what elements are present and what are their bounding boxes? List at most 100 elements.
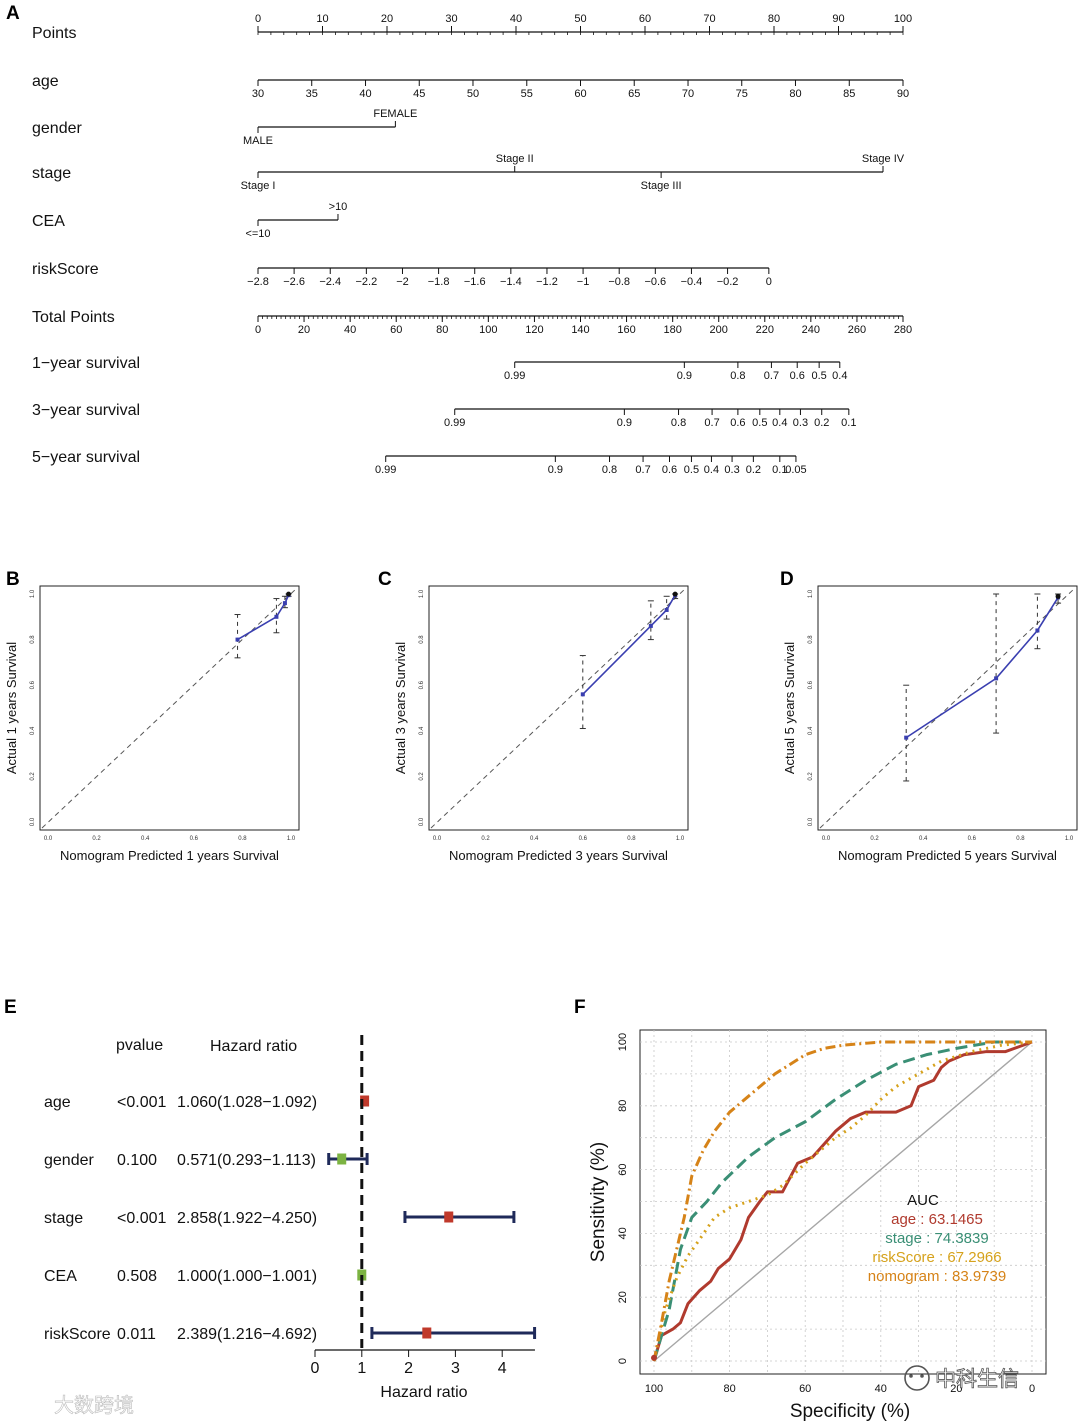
forest-row-pvalue: 0.100 <box>117 1152 157 1169</box>
nomogram-tick-label: 0.6 <box>790 370 805 382</box>
x-axis-tick-label: 3 <box>451 1360 460 1377</box>
nomogram-tick-label: 0.8 <box>602 464 617 476</box>
nomogram-tick-label: −2.6 <box>283 276 305 288</box>
calibration-frame <box>817 585 1078 831</box>
hazard-ratio-marker <box>360 1095 370 1107</box>
wechat-icon <box>904 1365 930 1391</box>
nomogram-tick-label: 90 <box>832 13 844 25</box>
x-tick-label: 100 <box>645 1383 663 1395</box>
nomogram-tick-label: 0.4 <box>704 464 719 476</box>
nomogram-tick-label: 45 <box>413 88 425 100</box>
panel-label-c: C <box>378 569 392 590</box>
forest-row-pvalue: 0.508 <box>117 1268 157 1285</box>
y-tick-label: 0.8 <box>419 635 425 644</box>
nomogram-tick-label: 220 <box>756 324 774 336</box>
forest-plot: pvalue Hazard ratio age <0.001 1.060(1.028−1… <box>44 1035 537 1401</box>
nomogram-chart: Points 0 10 20 30 40 50 60 70 80 90 100 age 30 35 40 45 5… <box>32 13 912 476</box>
nomogram-tick-label: 85 <box>843 88 855 100</box>
legend-title: AUC <box>907 1192 939 1209</box>
nomogram-tick-label: 240 <box>802 324 820 336</box>
nomogram-row-label: 3−year survival <box>32 402 140 419</box>
x-axis-title: Nomogram Predicted 3 years Survival <box>449 848 668 863</box>
watermark-left-text: 大数跨境 <box>54 1394 134 1417</box>
roc-curve-stage <box>652 1040 1032 1362</box>
nomogram-tick-label: 20 <box>381 13 393 25</box>
nomogram-tick-label: 0.4 <box>772 417 787 429</box>
panel-label-d: D <box>780 569 794 590</box>
calibration-chart-5-year: 0.0 0.0 0.2 0.2 0.4 0.4 0.6 0.6 0.8 0.8 1.0 1.0 Nomo… <box>782 585 1078 863</box>
calibration-point <box>994 676 999 681</box>
y-tick-label: 0.2 <box>808 772 814 781</box>
y-axis-title: Actual 3 years Survival <box>393 642 408 774</box>
forest-row-hazard-ratio: 2.389(1.216−4.692) <box>177 1326 317 1343</box>
legend-entry-stage: stage : 74.3839 <box>885 1230 988 1247</box>
column-header-hazard-ratio: Hazard ratio <box>210 1038 297 1055</box>
nomogram-tick-label: 55 <box>521 88 533 100</box>
calibration-point <box>904 735 909 740</box>
x-axis-title: Nomogram Predicted 1 years Survival <box>60 848 279 863</box>
x-tick-label: 0.2 <box>92 836 101 842</box>
roc-curve-riskScore <box>652 1040 1033 1362</box>
nomogram-tick-label: 60 <box>574 88 586 100</box>
nomogram-row-label: 1−year survival <box>32 355 140 372</box>
x-tick-label: 1.0 <box>1065 836 1074 842</box>
nomogram-tick-label: 60 <box>639 13 651 25</box>
x-tick-label: 0.2 <box>870 836 879 842</box>
nomogram-tick-label: 140 <box>571 324 589 336</box>
nomogram-tick-label: 200 <box>710 324 728 336</box>
nomogram-tick-label: 35 <box>306 88 318 100</box>
nomogram-tick-label: 100 <box>894 13 912 25</box>
y-tick-label: 0.4 <box>419 726 425 735</box>
nomogram-row-label: gender <box>32 120 82 137</box>
calibration-line <box>905 596 1059 739</box>
x-axis-title: Hazard ratio <box>380 1384 467 1401</box>
watermark-right: 中科生信 <box>904 1365 1019 1391</box>
x-axis-tick-label: 0 <box>311 1360 320 1377</box>
nomogram-tick-label: 0.05 <box>785 464 806 476</box>
nomogram-tick-label: 70 <box>703 13 715 25</box>
calibration-point <box>282 601 287 606</box>
nomogram-tick-label: −0.6 <box>644 276 666 288</box>
y-tick-label: 0.8 <box>808 635 814 644</box>
nomogram-tick-label: −1.8 <box>428 276 450 288</box>
y-tick-label: 0.4 <box>30 726 36 735</box>
y-tick-label: 100 <box>617 1033 629 1051</box>
nomogram-tick-label: 0 <box>255 324 261 336</box>
nomogram-tick-label: 30 <box>445 13 457 25</box>
calibration-point <box>1035 628 1040 633</box>
roc-curve-nomogram <box>652 1040 1032 1362</box>
nomogram-tick-label: 0.7 <box>764 370 779 382</box>
nomogram-tick-label: 0.3 <box>724 464 739 476</box>
panel-label-e: E <box>4 997 17 1018</box>
nomogram-row-label: Points <box>32 25 76 42</box>
y-tick-label: 0 <box>617 1358 629 1364</box>
nomogram-tick-label: 0.3 <box>793 417 808 429</box>
x-axis-title: Specificity (%) <box>790 1401 910 1422</box>
watermark-right-text: 中科生信 <box>935 1368 1019 1391</box>
forest-row-pvalue: 0.011 <box>117 1326 156 1343</box>
forest-row-label: stage <box>44 1210 83 1227</box>
nomogram-tick-label: 0.5 <box>752 417 767 429</box>
x-tick-label: 0.4 <box>141 836 150 842</box>
x-tick-label: 1.0 <box>676 836 685 842</box>
calibration-chart-3-year: 0.0 0.0 0.2 0.2 0.4 0.4 0.6 0.6 0.8 0.8 1.0 1.0 Nomo… <box>393 585 689 863</box>
ideal-diagonal-line <box>430 587 687 829</box>
x-tick-label: 1.0 <box>287 836 296 842</box>
nomogram-tick-label: 0 <box>255 13 261 25</box>
x-tick-label: 80 <box>723 1383 735 1395</box>
y-tick-label: 0.2 <box>30 772 36 781</box>
forest-row-label: gender <box>44 1152 94 1169</box>
y-tick-label: 1.0 <box>419 589 425 598</box>
chance-diagonal-line <box>653 1041 1033 1362</box>
y-tick-label: 0.6 <box>419 680 425 689</box>
nomogram-tick-label: 0.99 <box>375 464 396 476</box>
nomogram-tick-label: Stage III <box>641 180 682 192</box>
nomogram-tick-label: 0.5 <box>812 370 827 382</box>
calibration-frame <box>428 585 689 831</box>
calibration-end-point <box>1055 593 1061 599</box>
y-axis-title: Actual 1 years Survival <box>4 642 19 774</box>
nomogram-tick-label: 75 <box>736 88 748 100</box>
calibration-chart-1-year: 0.0 0.0 0.2 0.2 0.4 0.4 0.6 0.6 0.8 0.8 1.0 1.0 Nomo… <box>4 585 300 863</box>
nomogram-tick-label: 10 <box>316 13 328 25</box>
nomogram-tick-label: 80 <box>436 324 448 336</box>
